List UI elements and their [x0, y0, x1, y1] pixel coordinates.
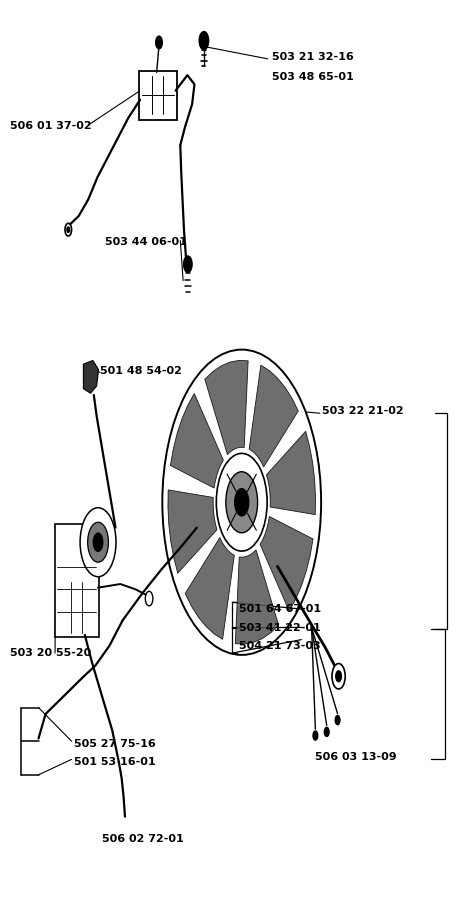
- Text: 503 44 06-01: 503 44 06-01: [105, 238, 187, 248]
- Text: 503 48 65-01: 503 48 65-01: [273, 72, 354, 82]
- Text: 503 41 22-01: 503 41 22-01: [239, 622, 321, 632]
- Polygon shape: [260, 517, 313, 611]
- FancyBboxPatch shape: [55, 524, 99, 637]
- Circle shape: [146, 592, 153, 606]
- Circle shape: [335, 715, 340, 724]
- Text: 506 03 13-09: 506 03 13-09: [315, 752, 397, 762]
- Circle shape: [88, 522, 109, 562]
- Text: 504 21 73-03: 504 21 73-03: [239, 641, 321, 651]
- Text: 506 01 37-02: 506 01 37-02: [10, 121, 92, 131]
- Circle shape: [332, 663, 345, 689]
- Circle shape: [162, 349, 321, 655]
- Text: 501 53 16-01: 501 53 16-01: [74, 757, 155, 767]
- Text: 503 21 32-16: 503 21 32-16: [273, 52, 354, 62]
- Text: 501 48 54-02: 501 48 54-02: [100, 367, 182, 377]
- Text: PartsTree: PartsTree: [163, 518, 311, 546]
- Text: 505 27 75-16: 505 27 75-16: [74, 739, 155, 749]
- Text: 506 02 72-01: 506 02 72-01: [102, 834, 184, 844]
- Polygon shape: [266, 431, 316, 515]
- Circle shape: [216, 453, 267, 551]
- Circle shape: [324, 727, 329, 736]
- Circle shape: [336, 671, 341, 682]
- Circle shape: [183, 256, 192, 272]
- Polygon shape: [205, 360, 248, 455]
- Circle shape: [156, 36, 162, 49]
- Polygon shape: [170, 393, 223, 488]
- Circle shape: [313, 731, 318, 740]
- Circle shape: [226, 471, 257, 532]
- Circle shape: [67, 227, 70, 232]
- Polygon shape: [185, 538, 234, 640]
- Circle shape: [199, 32, 209, 50]
- Text: 501 64 67-01: 501 64 67-01: [239, 604, 321, 614]
- Circle shape: [80, 508, 116, 577]
- Circle shape: [235, 489, 249, 516]
- Polygon shape: [168, 490, 217, 573]
- FancyBboxPatch shape: [139, 71, 176, 120]
- Circle shape: [65, 223, 72, 236]
- Text: 503 22 21-02: 503 22 21-02: [322, 407, 404, 417]
- Polygon shape: [235, 550, 279, 644]
- Circle shape: [93, 533, 103, 551]
- Text: 503 20 55-20: 503 20 55-20: [10, 648, 91, 658]
- Polygon shape: [249, 365, 298, 467]
- Polygon shape: [83, 360, 99, 393]
